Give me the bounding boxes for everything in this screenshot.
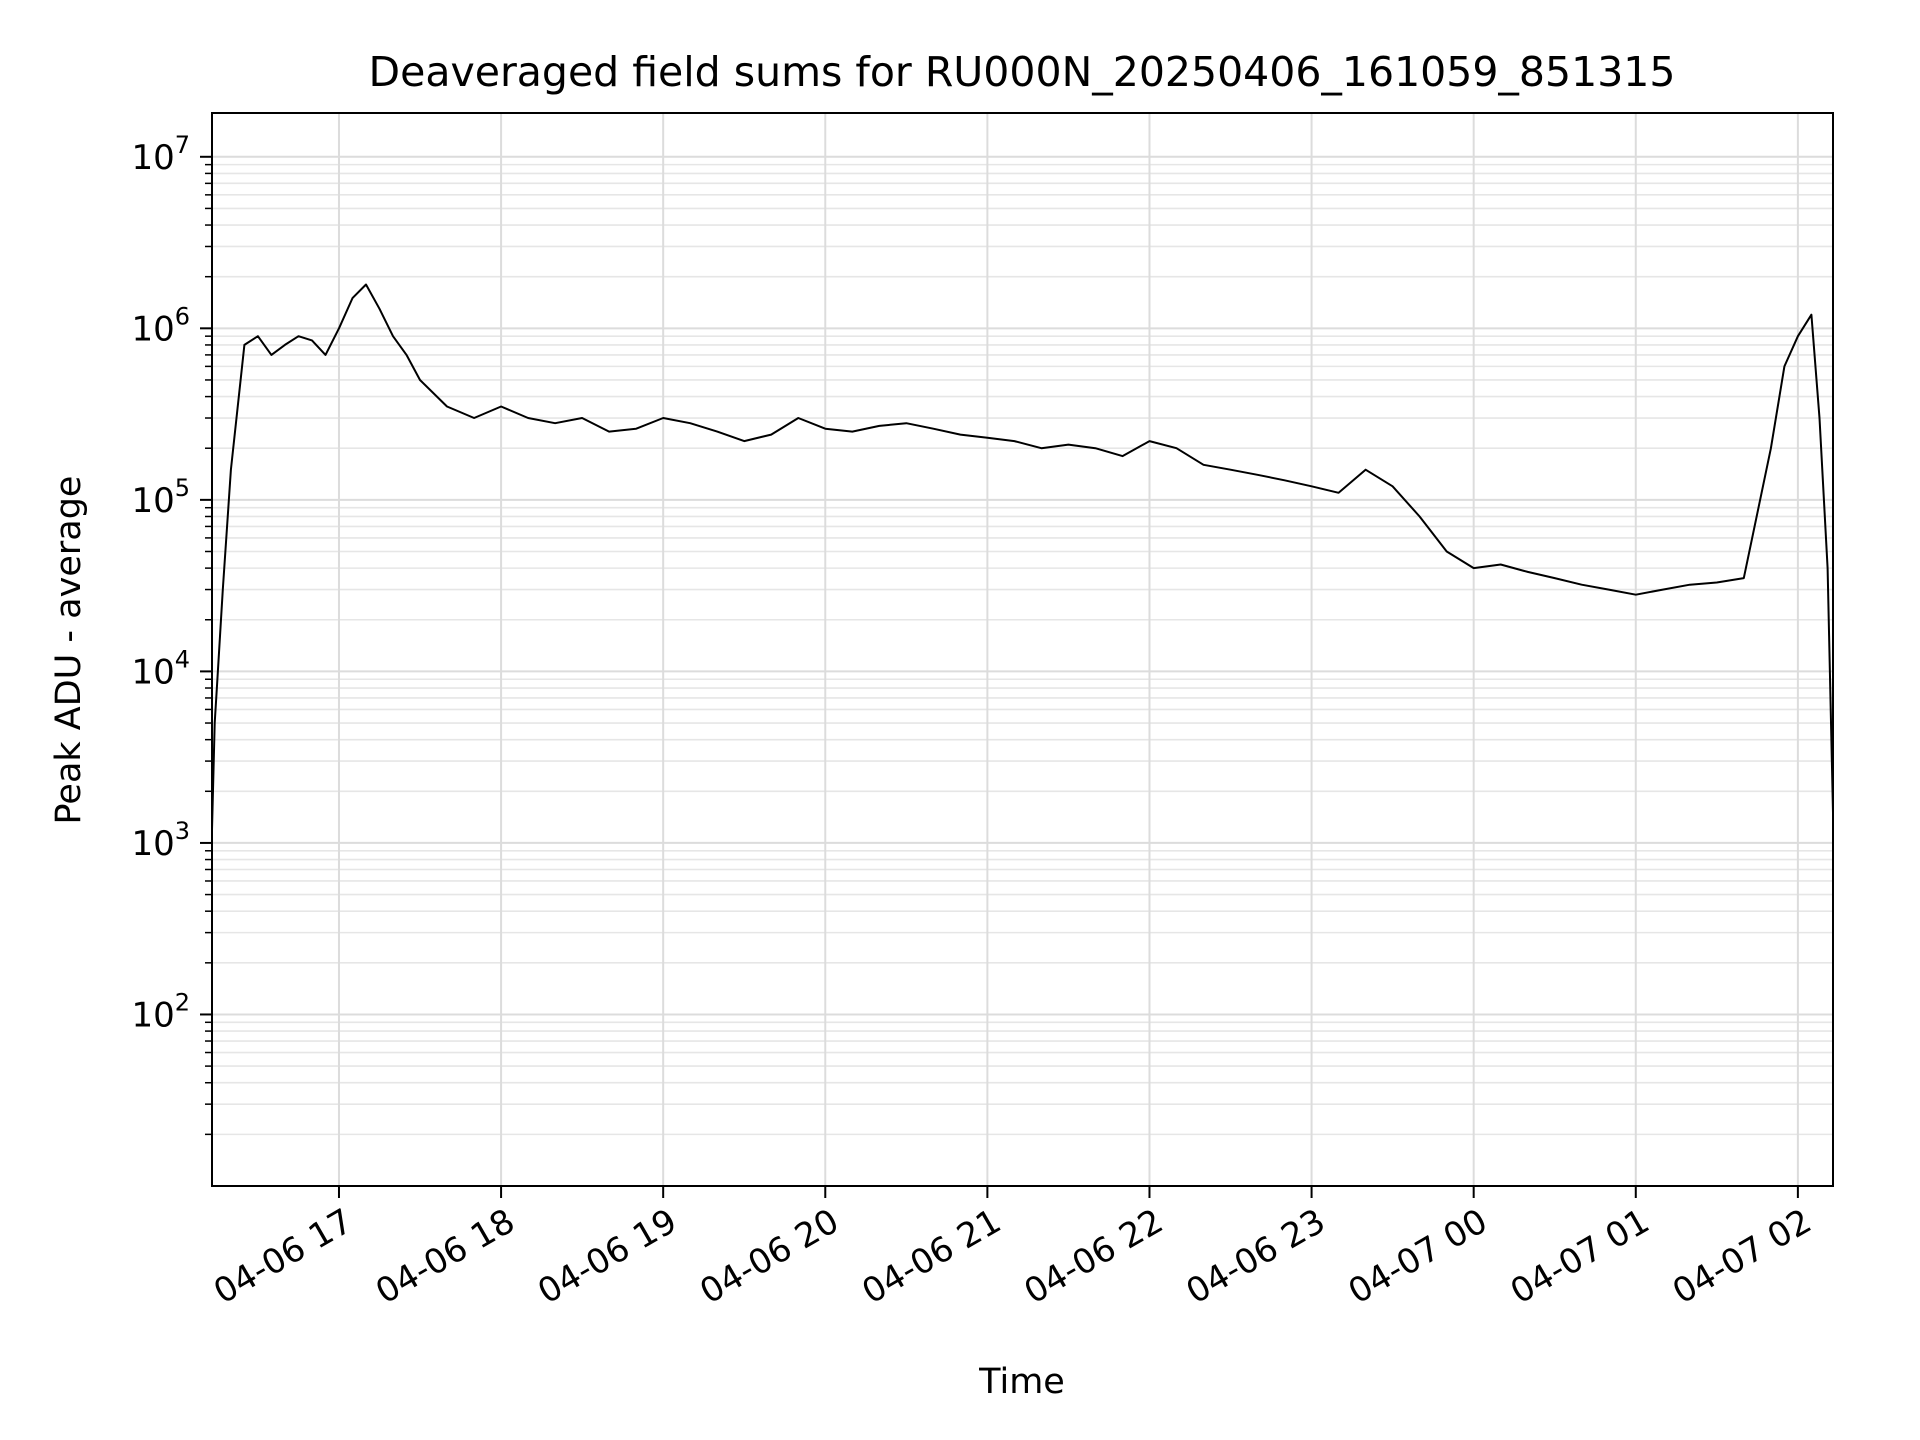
y-tick-label: 104 [131, 645, 190, 692]
series-group [211, 283, 1834, 830]
series-line [211, 283, 1834, 830]
plot-area-frame [211, 112, 1834, 1187]
chart-title: Deaveraged field sums for RU000N_2025040… [369, 48, 1676, 96]
grid [212, 113, 1833, 1186]
x-axis-label: Time [978, 1362, 1065, 1402]
y-tick-label: 102 [131, 988, 190, 1035]
y-axis-label: Peak ADU - average [49, 476, 89, 825]
